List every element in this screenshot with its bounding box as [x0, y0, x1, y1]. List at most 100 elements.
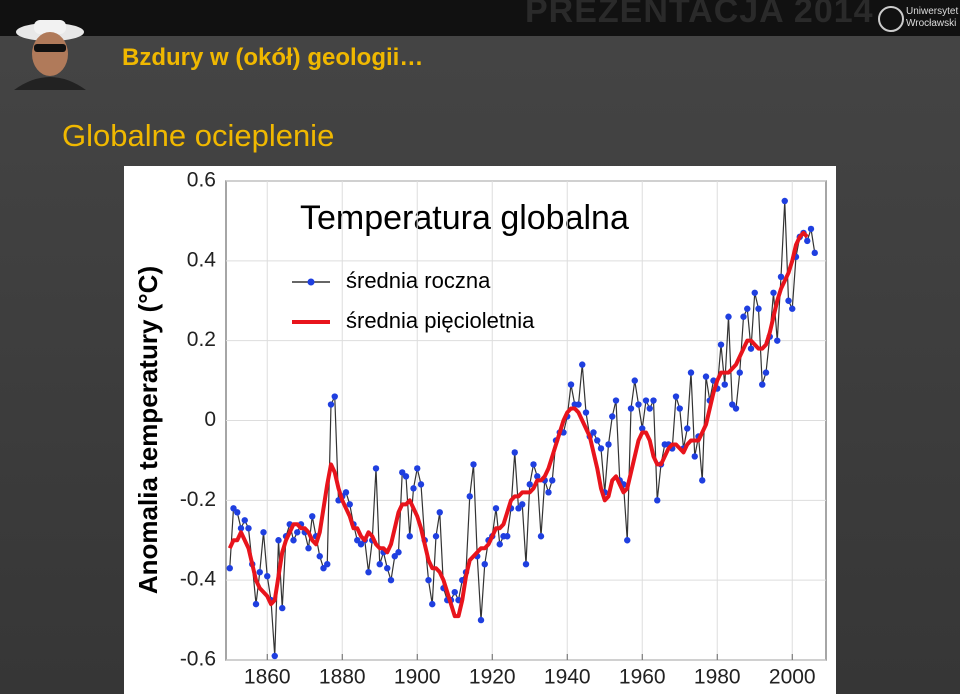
data-point — [519, 501, 526, 508]
data-point — [646, 405, 653, 412]
data-point — [481, 561, 488, 568]
data-point — [256, 568, 263, 576]
data-point — [387, 576, 395, 584]
data-point — [402, 473, 410, 480]
data-point — [515, 505, 522, 512]
data-point — [477, 616, 485, 624]
x-tick-label: 1860 — [244, 666, 291, 689]
data-point — [807, 225, 815, 233]
data-point — [635, 401, 642, 408]
data-point — [672, 393, 680, 400]
data-point — [721, 381, 728, 388]
legend-label: średnia roczna — [346, 268, 491, 293]
top-bar — [0, 0, 960, 36]
y-tick-label: 0.6 — [187, 169, 216, 192]
data-point — [436, 509, 443, 516]
data-point — [417, 481, 425, 488]
data-point — [744, 305, 751, 312]
y-tick-label: 0.4 — [187, 248, 217, 271]
data-point — [399, 469, 406, 476]
data-point — [740, 313, 747, 320]
data-point — [425, 576, 432, 584]
x-tick-label: 1880 — [319, 666, 366, 689]
y-tick-label: 0.2 — [187, 328, 216, 351]
data-point — [451, 588, 458, 596]
data-point — [406, 533, 413, 540]
x-tick-label: 1920 — [469, 666, 516, 689]
data-point — [294, 529, 301, 536]
data-point — [492, 505, 500, 512]
x-tick-label: 1980 — [694, 666, 741, 689]
y-tick-label: -0.6 — [180, 648, 216, 671]
data-point — [376, 561, 383, 568]
data-point — [230, 505, 237, 512]
x-tick-label: 1900 — [394, 666, 441, 689]
data-point — [654, 497, 661, 504]
banner: PREZENTACJA 2014 — [525, 0, 874, 30]
data-point — [309, 513, 316, 520]
data-point — [226, 564, 233, 572]
data-point — [725, 313, 732, 320]
data-point — [732, 405, 740, 412]
data-point — [365, 568, 372, 576]
data-point — [582, 409, 590, 416]
data-point — [234, 509, 241, 516]
legend-marker — [307, 278, 315, 286]
data-point — [372, 465, 380, 472]
data-point — [804, 237, 811, 245]
data-point — [597, 445, 605, 452]
x-tick-label: 1960 — [619, 666, 666, 689]
data-point — [755, 305, 762, 312]
data-point — [624, 537, 631, 544]
data-point — [260, 529, 267, 536]
data-point — [642, 397, 650, 404]
data-point — [650, 397, 657, 404]
data-point — [691, 453, 698, 460]
data-point — [729, 401, 736, 408]
data-point — [324, 561, 331, 568]
y-tick-label: -0.2 — [180, 488, 216, 511]
data-point — [331, 393, 338, 400]
data-point — [342, 489, 350, 496]
data-point — [612, 397, 620, 404]
data-point — [627, 405, 635, 412]
data-point — [526, 481, 533, 488]
logo-text: Uniwersytet — [906, 6, 959, 17]
data-point — [762, 369, 770, 376]
data-point — [605, 441, 612, 448]
data-point — [290, 537, 297, 544]
data-point — [530, 461, 537, 468]
university-logo — [878, 6, 904, 32]
data-point — [590, 429, 597, 436]
data-point — [410, 485, 417, 492]
data-point — [327, 401, 335, 408]
data-point — [391, 553, 398, 560]
data-point — [579, 361, 586, 368]
avatar — [14, 20, 86, 90]
slide-title: Globalne ocieplenie — [62, 118, 335, 153]
data-point — [470, 461, 477, 468]
chart: Temperatura globalna Anomalia temperatur… — [124, 166, 836, 694]
data-point — [534, 473, 541, 480]
data-point — [545, 489, 552, 496]
data-point — [279, 604, 286, 612]
data-point — [575, 401, 582, 408]
logo-text: Wrocławski — [906, 18, 957, 29]
data-point — [252, 600, 260, 608]
data-point — [781, 197, 788, 205]
data-point — [699, 477, 706, 484]
data-point — [631, 377, 638, 384]
data-point — [702, 373, 710, 380]
data-point — [320, 564, 327, 572]
data-point — [751, 289, 758, 296]
y-axis-label: Anomalia temperatury (°C) — [133, 266, 163, 594]
data-point — [305, 545, 312, 552]
data-point — [504, 533, 511, 540]
series-line — [227, 230, 809, 619]
data-point — [777, 273, 785, 280]
data-point — [717, 341, 725, 348]
data-point — [414, 465, 421, 472]
data-point — [275, 537, 282, 544]
data-point — [357, 541, 365, 548]
data-point — [811, 249, 818, 257]
